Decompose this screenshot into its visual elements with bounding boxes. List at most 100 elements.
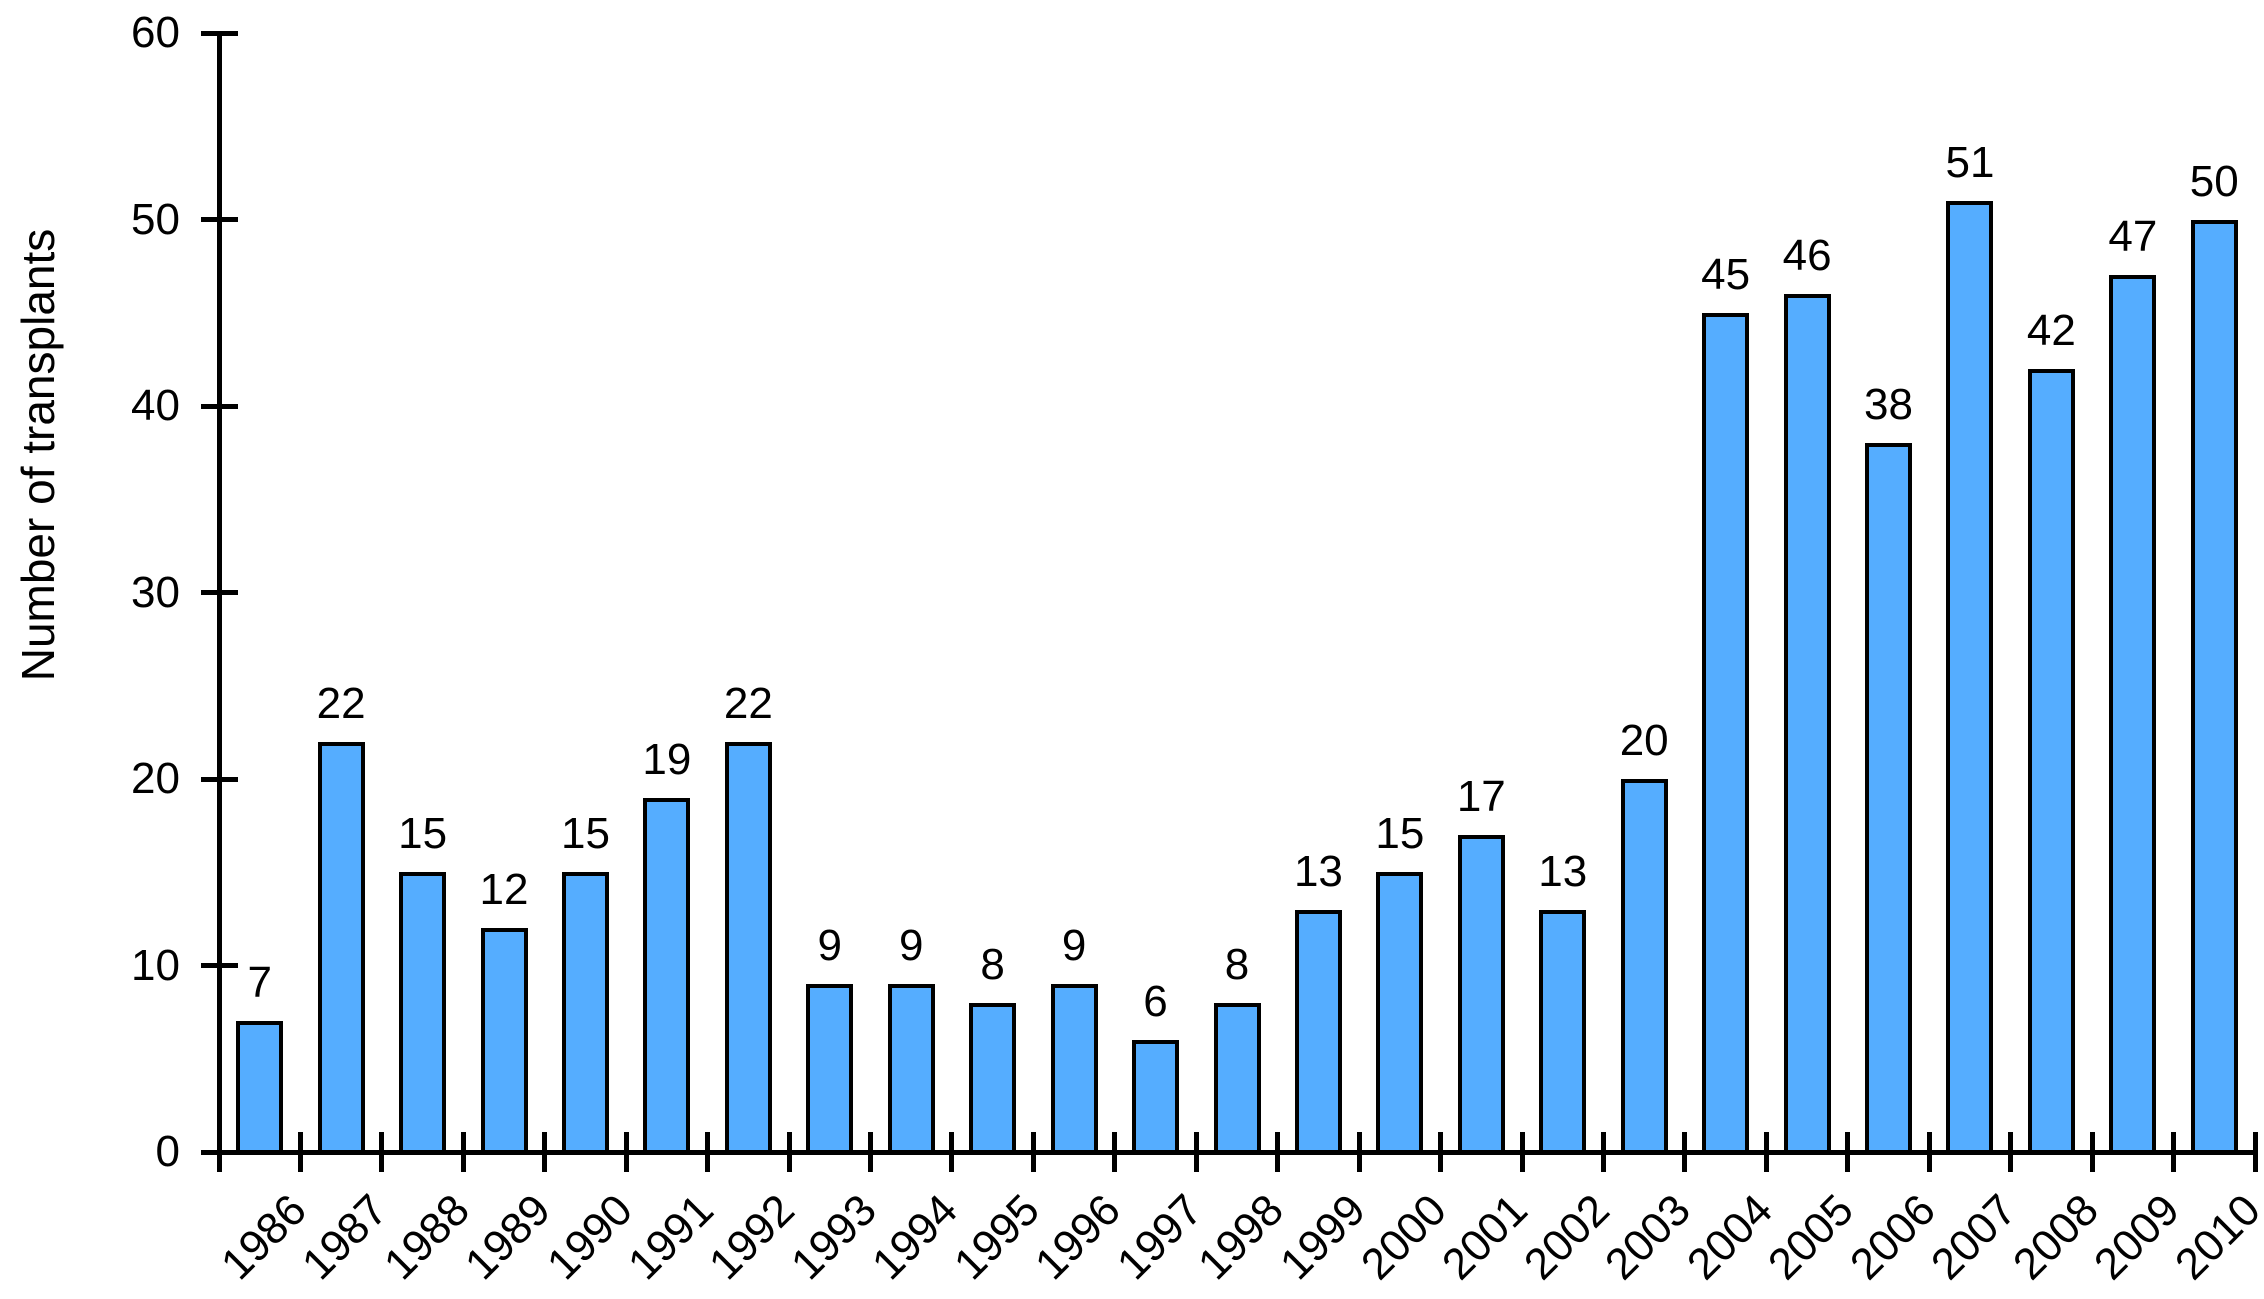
bar: [1294, 909, 1342, 1154]
bar-value-label: 22: [723, 678, 773, 728]
x-tick: [1193, 1132, 1199, 1172]
x-tick: [868, 1132, 874, 1172]
bar: [399, 872, 447, 1154]
x-tick: [786, 1132, 792, 1172]
x-tick: [2008, 1132, 2014, 1172]
x-tick: [2089, 1132, 2095, 1172]
bar: [1946, 200, 1994, 1154]
bar-value-label: 46: [1782, 231, 1832, 281]
bar-value-label: 45: [1701, 249, 1751, 299]
x-tick: [2171, 1132, 2177, 1172]
bar: [1376, 872, 1424, 1154]
x-tick-label-text: 1995: [944, 1185, 1049, 1290]
bar-value-label: 15: [398, 809, 448, 859]
y-tick-label: 30: [131, 567, 180, 617]
x-tick-label-text: 1997: [1107, 1185, 1212, 1290]
bar: [1620, 779, 1668, 1154]
bar: [1213, 1002, 1261, 1154]
x-tick: [460, 1132, 466, 1172]
x-tick-label-text: 1989: [456, 1185, 560, 1290]
x-tick: [1356, 1132, 1362, 1172]
y-tick-label: 20: [131, 754, 180, 803]
x-tick-label-text: 2000: [1351, 1185, 1456, 1290]
y-tick: [201, 403, 238, 409]
bar-value-label: 19: [642, 734, 692, 784]
bar-value-label: 9: [898, 921, 924, 971]
bar: [2027, 368, 2075, 1154]
bar: [480, 928, 528, 1154]
bar: [1539, 909, 1587, 1154]
x-tick-label-text: 2008: [2003, 1185, 2108, 1290]
x-tick-label-text: 1990: [537, 1185, 642, 1290]
x-tick: [216, 1132, 222, 1172]
x-tick: [542, 1132, 548, 1172]
x-tick: [1519, 1132, 1525, 1172]
bar-value-label: 38: [1864, 380, 1913, 430]
x-tick: [705, 1132, 711, 1172]
bar-value-label: 15: [560, 809, 610, 859]
bar: [2190, 219, 2238, 1154]
x-tick-label-text: 2001: [1433, 1185, 1538, 1290]
bar-value-label: 50: [2189, 156, 2239, 206]
bar: [317, 741, 365, 1154]
bar-value-label: 12: [479, 865, 529, 915]
x-tick: [623, 1132, 629, 1172]
bar: [806, 984, 854, 1154]
x-tick: [1030, 1132, 1036, 1172]
y-tick: [201, 30, 238, 36]
y-tick: [201, 776, 238, 782]
x-tick-label-text: 1992: [700, 1185, 805, 1290]
bar-value-label: 51: [1945, 137, 1995, 187]
y-tick-label: 10: [131, 940, 180, 990]
x-tick: [1926, 1132, 1932, 1172]
bar-value-label: 15: [1375, 809, 1425, 859]
x-tick: [1845, 1132, 1851, 1172]
bar-value-label: 7: [247, 958, 272, 1008]
bar-value-label: 13: [1293, 846, 1343, 896]
x-tick-label-text: 1996: [1026, 1185, 1131, 1290]
x-tick: [1112, 1132, 1118, 1172]
y-tick: [201, 963, 238, 968]
x-tick: [1763, 1132, 1769, 1172]
x-tick: [297, 1132, 303, 1172]
x-tick-label-text: 1994: [863, 1185, 968, 1290]
bar-value-label: 17: [1456, 771, 1506, 821]
bar: [1783, 294, 1831, 1154]
x-tick: [1275, 1132, 1281, 1172]
bar: [643, 797, 691, 1154]
bar: [1865, 443, 1913, 1154]
y-tick-label: 60: [131, 8, 180, 57]
bar: [2109, 275, 2157, 1154]
x-tick-label-text: 1988: [374, 1185, 479, 1290]
x-tick-label-text: 2005: [1759, 1185, 1864, 1290]
bar-value-label: 9: [817, 921, 843, 971]
x-tick: [1600, 1132, 1606, 1172]
x-tick: [2252, 1132, 2258, 1172]
bar-value-label: 42: [2026, 305, 2076, 355]
bar: [236, 1021, 284, 1154]
x-tick-label-text: 2003: [1596, 1185, 1701, 1290]
bar-value-label: 6: [1143, 977, 1168, 1027]
x-tick-label-text: 1999: [1270, 1185, 1375, 1290]
bar-value-label: 47: [2108, 212, 2158, 262]
x-tick: [1438, 1132, 1444, 1172]
y-tick-label: 0: [155, 1127, 180, 1176]
x-tick-label-text: 2010: [2166, 1185, 2264, 1290]
bar: [887, 984, 935, 1154]
bar: [1457, 834, 1505, 1154]
x-tick-label-text: 1987: [293, 1185, 398, 1290]
x-tick-label-text: 2006: [1840, 1185, 1945, 1290]
bar: [969, 1002, 1017, 1154]
y-tick-label: 50: [131, 194, 180, 244]
bar: [1050, 984, 1098, 1154]
x-tick-label-text: 1993: [781, 1185, 886, 1290]
y-tick: [201, 217, 238, 222]
y-tick-label: 40: [131, 381, 180, 430]
bar-value-label: 8: [1224, 939, 1250, 989]
x-tick: [949, 1132, 955, 1172]
x-tick: [379, 1132, 385, 1172]
bar: [561, 872, 609, 1154]
bar-value-label: 13: [1538, 846, 1588, 896]
x-tick-label-text: 2009: [2084, 1185, 2189, 1290]
